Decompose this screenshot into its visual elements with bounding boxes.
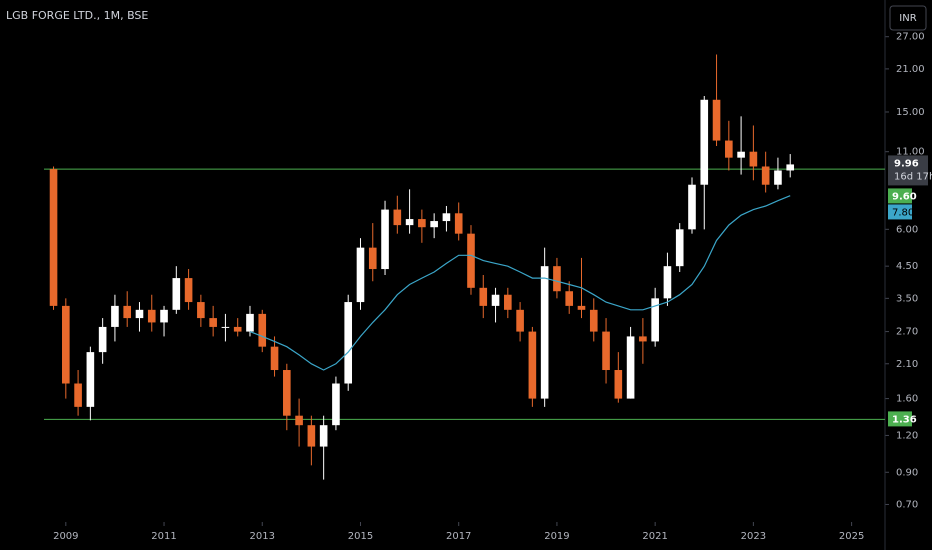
candle-body [283,370,291,416]
candle-body [589,309,598,332]
candle-body [319,425,328,447]
candle-body [405,219,414,226]
candle-body [344,302,353,384]
x-tick-label: 2023 [741,531,766,542]
candle-body [663,266,672,299]
y-tick-label: 2.70 [896,327,918,338]
y-tick-label: 27.00 [896,32,925,43]
ma-label: 7.80 [892,207,914,218]
candle-body [540,266,549,399]
candle-body [725,140,733,158]
chart-title: LGB FORGE LTD., 1M, BSE [6,9,148,22]
ma-label-box [888,204,912,220]
y-tick-label: 0.70 [896,499,918,510]
candle-body [160,309,168,323]
currency-label[interactable]: INR [899,13,916,24]
candle-body [111,305,119,327]
candle-body [430,221,438,228]
countdown-label: 16d 17h [894,171,932,182]
candle-body [749,151,758,167]
hline-label: 1.36 [892,414,917,425]
y-tick-label: 6.00 [896,224,918,235]
candle-body [381,209,389,270]
y-tick-label: 11.00 [896,147,925,158]
x-tick-label: 2025 [839,531,864,542]
candle-body [761,166,770,185]
x-tick-label: 2013 [250,531,275,542]
candle-body [184,278,193,303]
candle-body [504,294,512,310]
candle-body [258,313,267,347]
x-tick-label: 2017 [446,531,471,542]
candle-body [86,352,95,407]
candle-body [602,331,610,371]
candle-body [332,383,340,426]
candle-body [135,309,144,319]
candle-body [246,313,254,332]
candle-body [553,266,561,292]
candle-body [62,305,70,384]
y-tick-label: 15.00 [896,107,925,118]
y-tick-label: 2.10 [896,359,918,370]
candle-body [626,336,635,399]
candle-body [675,229,684,267]
candle-body [688,184,696,230]
candle-body [639,336,647,342]
y-tick-label: 21.00 [896,64,925,75]
candle-body [737,151,745,158]
last-price-label: 9.96 [894,158,919,169]
candle-body [295,415,303,426]
candle-body [712,99,721,141]
candle-body [786,164,795,171]
candle-body [577,305,586,310]
candle-body [270,346,279,371]
candle-body [209,318,217,327]
candle-body [147,309,156,323]
moving-average [249,195,791,371]
candle-body [700,99,709,185]
x-tick-label: 2021 [642,531,667,542]
candle-body [356,247,365,303]
candle-body [651,298,659,342]
candle-body [565,291,574,306]
x-tick-label: 2011 [151,531,176,542]
candle-body [49,169,58,306]
y-tick-label: 3.50 [896,293,918,304]
candle-body [393,209,402,226]
candle-body [368,247,377,270]
y-tick-label: 0.90 [896,467,918,478]
y-tick-label: 4.50 [896,261,918,272]
candle-body [418,219,426,228]
candle-body [233,326,242,332]
hline-label-box [888,411,912,427]
currency-button[interactable] [889,5,927,31]
candle-body [307,425,316,447]
candle-body [442,213,451,222]
candle-body [197,302,205,319]
candle-body [98,326,107,353]
candle-body [774,170,782,185]
last-price-box [888,155,928,186]
x-tick-label: 2019 [544,531,569,542]
y-tick-label: 1.60 [896,394,918,405]
hline-label: 9.60 [892,191,917,202]
y-tick-label: 1.20 [896,430,918,441]
x-tick-label: 2009 [53,531,78,542]
candle-body [467,233,475,288]
candle-body [528,331,537,399]
candle-body [74,383,82,407]
candle-body [479,287,488,306]
candle-body [123,305,132,319]
candle-body [221,326,230,328]
x-tick-label: 2015 [348,531,373,542]
candle-body [172,278,181,310]
candle-body [614,370,623,399]
candle-body [454,213,463,234]
candle-body [491,294,500,306]
candle-body [516,309,524,332]
hline-label-box [888,188,912,204]
